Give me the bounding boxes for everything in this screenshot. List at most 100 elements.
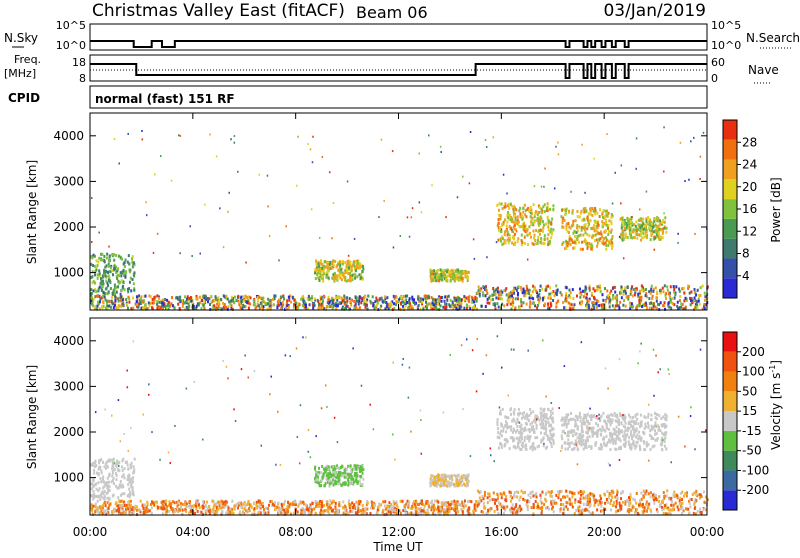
data-point [630, 290, 632, 293]
data-point [257, 296, 259, 299]
data-point [678, 508, 680, 511]
data-point [404, 512, 406, 515]
data-point [452, 502, 454, 505]
data-point [101, 506, 103, 509]
data-point [704, 299, 706, 302]
data-point [629, 305, 631, 308]
data-point [477, 504, 479, 507]
data-point [663, 212, 665, 214]
data-point [607, 244, 609, 247]
data-point [108, 259, 110, 262]
data-point [103, 255, 105, 258]
data-point [109, 473, 111, 476]
data-point [516, 230, 518, 232]
data-point [655, 497, 657, 500]
power-y-axis-label: Slant Range [km] [25, 160, 39, 264]
data-point [457, 196, 459, 198]
data-point [425, 502, 427, 505]
data-point [315, 505, 317, 508]
data-point [650, 495, 652, 498]
data-point [100, 258, 102, 261]
data-point [340, 271, 342, 274]
data-point [363, 300, 365, 303]
data-point [630, 236, 632, 239]
data-point [102, 486, 104, 489]
data-point [530, 215, 532, 218]
data-point [561, 490, 563, 493]
data-point [648, 297, 650, 300]
data-point [93, 472, 95, 475]
data-point [543, 186, 545, 188]
data-point [342, 260, 344, 263]
data-point [96, 472, 98, 475]
data-point [176, 505, 178, 508]
data-point [596, 285, 598, 288]
data-point [519, 215, 521, 218]
data-point [116, 509, 118, 512]
data-point [556, 290, 558, 293]
data-point [418, 304, 420, 307]
data-point [695, 499, 697, 502]
data-point [323, 265, 325, 268]
data-point [483, 497, 485, 500]
data-point [596, 245, 598, 248]
data-point [124, 504, 126, 507]
data-point [477, 291, 479, 294]
data-point [457, 510, 459, 513]
data-point [463, 295, 465, 298]
data-point [496, 493, 498, 496]
data-point [177, 501, 179, 504]
data-point [248, 507, 250, 510]
data-point [439, 268, 441, 271]
data-point [690, 290, 692, 293]
data-point [444, 306, 446, 309]
data-point [480, 490, 482, 493]
data-point [101, 305, 103, 308]
data-point [617, 304, 619, 307]
data-point [205, 296, 207, 299]
data-point [486, 292, 488, 295]
data-point [605, 300, 607, 303]
data-point [656, 300, 658, 303]
data-point [122, 469, 124, 472]
colorbar-tick-label: 4 [742, 269, 750, 283]
data-point [635, 502, 637, 505]
data-point [407, 500, 409, 503]
data-point [160, 155, 162, 157]
data-point [112, 302, 114, 305]
data-point [603, 209, 605, 212]
data-point [546, 209, 548, 212]
data-point [678, 287, 680, 290]
data-point [432, 298, 434, 301]
data-point [303, 512, 305, 515]
data-point [572, 505, 574, 508]
data-point [631, 216, 633, 218]
data-point [649, 226, 651, 229]
data-point [103, 480, 105, 483]
data-point [95, 460, 97, 463]
data-point [506, 293, 508, 296]
data-point [451, 304, 453, 307]
data-point [501, 228, 503, 230]
data-point [267, 205, 269, 207]
data-point [447, 501, 449, 504]
data-point [406, 301, 408, 304]
data-point [588, 212, 590, 215]
data-point [322, 156, 324, 158]
data-point [533, 503, 535, 506]
data-point [219, 501, 221, 504]
data-point [569, 491, 571, 494]
data-point [191, 509, 193, 512]
data-point [426, 307, 428, 310]
data-point [498, 209, 500, 212]
data-point [579, 296, 581, 299]
data-point [588, 287, 590, 290]
data-point [498, 297, 500, 300]
data-point [199, 296, 201, 299]
data-point [646, 230, 648, 233]
data-point [168, 301, 170, 304]
data-point [108, 291, 110, 294]
data-point [99, 272, 101, 275]
data-point [539, 233, 541, 236]
data-point [683, 495, 685, 498]
